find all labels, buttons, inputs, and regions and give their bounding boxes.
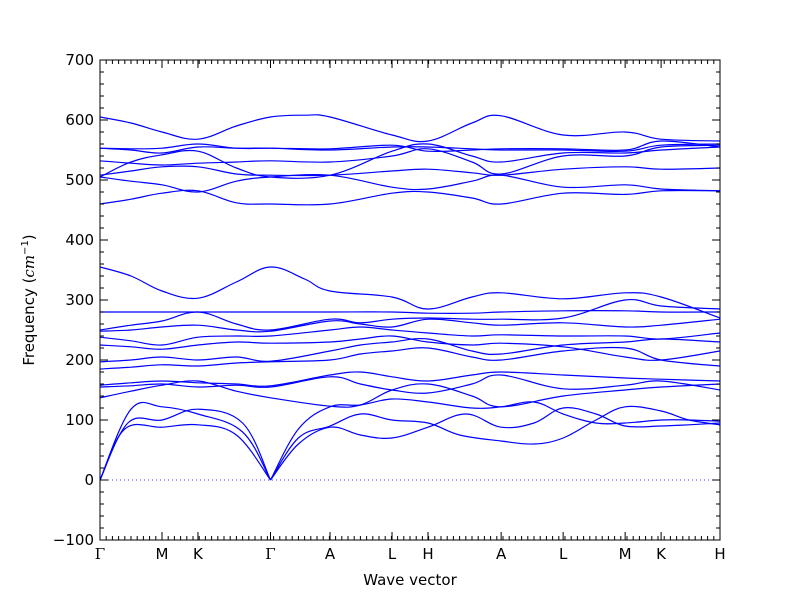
x-tick-label: Γ <box>95 545 105 563</box>
y-tick-label: 100 <box>65 411 94 429</box>
plot-area <box>100 114 720 481</box>
band-line-2 <box>100 408 272 481</box>
x-tick-label: A <box>496 545 507 563</box>
x-tick-label: M <box>156 545 169 563</box>
band-line-20 <box>100 165 720 177</box>
y-axis-title-unit: cm <box>20 255 38 278</box>
y-tick-label: 300 <box>65 291 94 309</box>
x-axis-title: Wave vector <box>363 571 457 589</box>
band-line-5 <box>270 405 720 481</box>
band-line-24 <box>100 140 720 153</box>
band-line-21 <box>100 144 720 175</box>
band-line-8 <box>100 374 720 394</box>
y-axis-title-prefix: Frequency ( <box>20 278 38 366</box>
y-axis-title-exponent: −1 <box>20 240 31 255</box>
band-line-9 <box>100 371 720 387</box>
band-line-19 <box>100 173 720 193</box>
y-axis-title-suffix: ) <box>20 234 38 240</box>
y-tick-label: 700 <box>65 51 94 69</box>
band-line-25 <box>100 114 720 143</box>
band-line-22 <box>100 143 720 179</box>
x-tick-label: L <box>559 545 568 563</box>
band-line-4 <box>270 407 720 481</box>
band-line-18 <box>100 189 720 206</box>
x-tick-label: L <box>388 545 397 563</box>
band-line-16 <box>100 310 720 314</box>
axis-ticks <box>99 59 721 541</box>
axis-tick-labels: −100 0 100 200 300 400 500 600 700 Γ M K Γ A L H A L M K H <box>53 51 726 563</box>
band-line-14 <box>100 318 720 333</box>
y-axis-title: Frequency (cm−1) <box>20 234 38 365</box>
band-line-17 <box>100 266 720 319</box>
x-tick-label: M <box>619 545 632 563</box>
y-tick-label: 200 <box>65 351 94 369</box>
band-line-10 <box>100 346 720 370</box>
x-tick-label: Γ <box>265 545 275 563</box>
x-tick-label: H <box>422 545 433 563</box>
band-line-12 <box>100 335 720 361</box>
band-line-11 <box>100 338 720 363</box>
x-tick-label: H <box>714 545 725 563</box>
band-line-23 <box>100 143 720 154</box>
x-tick-label: K <box>193 545 204 563</box>
x-tick-label: A <box>325 545 336 563</box>
y-tick-label: 500 <box>65 171 94 189</box>
y-tick-label: 0 <box>84 471 94 489</box>
band-line-13 <box>100 326 720 346</box>
y-tick-label: 400 <box>65 231 94 249</box>
y-tick-label: 600 <box>65 111 94 129</box>
x-tick-label: K <box>656 545 667 563</box>
band-line-15 <box>100 298 720 331</box>
band-line-3 <box>100 401 272 481</box>
y-tick-label: −100 <box>53 531 94 549</box>
